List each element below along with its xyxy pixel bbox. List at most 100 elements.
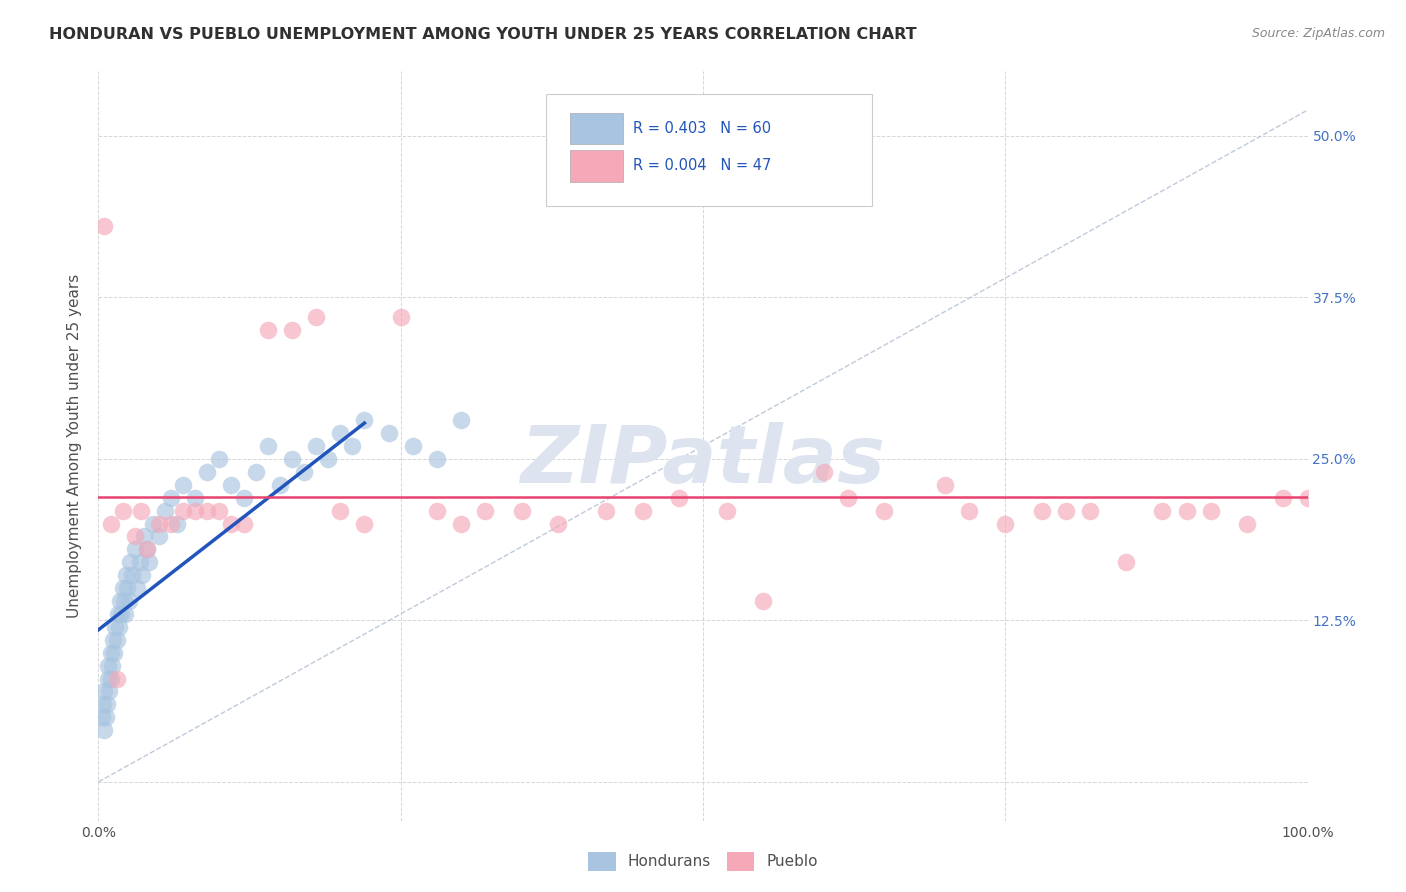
Point [281, 451, 304, 466]
Point [957, 503, 980, 517]
Point [377, 426, 399, 441]
Point [135, 542, 157, 557]
Point [135, 542, 157, 557]
Text: HONDURAN VS PUEBLO UNEMPLOYMENT AMONG YOUTH UNDER 25 YEARS CORRELATION CHART: HONDURAN VS PUEBLO UNEMPLOYMENT AMONG YO… [49, 27, 917, 42]
FancyBboxPatch shape [569, 150, 623, 181]
Point [208, 503, 231, 517]
Point [100, 646, 122, 660]
Point [256, 323, 278, 337]
Point [450, 413, 472, 427]
Point [100, 672, 122, 686]
Point [148, 516, 170, 531]
Point [221, 477, 243, 491]
Point [93, 219, 115, 234]
Point [329, 503, 352, 517]
Point [813, 465, 835, 479]
Point [118, 555, 141, 569]
Point [752, 594, 775, 608]
Point [195, 465, 218, 479]
Point [221, 516, 243, 531]
Point [934, 477, 956, 491]
Point [426, 451, 449, 466]
Point [104, 620, 127, 634]
Point [232, 491, 254, 505]
Point [105, 632, 128, 647]
Point [474, 503, 496, 517]
Point [1296, 491, 1319, 505]
Point [118, 594, 141, 608]
Point [97, 658, 120, 673]
Point [93, 684, 115, 698]
Point [1236, 516, 1258, 531]
Point [1031, 503, 1053, 517]
Y-axis label: Unemployment Among Youth under 25 years: Unemployment Among Youth under 25 years [67, 274, 83, 618]
Point [98, 684, 121, 698]
Point [305, 439, 328, 453]
Point [353, 413, 375, 427]
Point [195, 503, 218, 517]
Point [96, 698, 118, 712]
Point [426, 503, 449, 517]
Point [124, 542, 146, 557]
Point [269, 477, 291, 491]
Point [160, 491, 183, 505]
Point [131, 568, 153, 582]
Point [716, 503, 738, 517]
Point [208, 451, 231, 466]
Text: ZIPatlas: ZIPatlas [520, 422, 886, 500]
Point [112, 594, 135, 608]
Point [129, 503, 152, 517]
Point [1078, 503, 1101, 517]
Point [245, 465, 267, 479]
Point [353, 516, 375, 531]
Point [837, 491, 859, 505]
Point [510, 503, 533, 517]
Point [111, 503, 134, 517]
Point [256, 439, 278, 453]
Point [402, 439, 425, 453]
Point [631, 503, 654, 517]
Point [1115, 555, 1137, 569]
Point [873, 503, 896, 517]
Point [389, 310, 412, 324]
Point [103, 646, 125, 660]
Point [93, 723, 115, 738]
Point [97, 672, 120, 686]
Point [127, 581, 149, 595]
Point [184, 491, 207, 505]
Point [91, 710, 114, 724]
Point [316, 451, 339, 466]
Point [1054, 503, 1077, 517]
Point [160, 516, 183, 531]
Point [117, 581, 139, 595]
Point [105, 672, 128, 686]
Point [114, 607, 136, 621]
Point [153, 503, 176, 517]
Point [108, 620, 131, 634]
Point [110, 607, 132, 621]
FancyBboxPatch shape [546, 94, 872, 206]
Point [148, 529, 170, 543]
Text: Source: ZipAtlas.com: Source: ZipAtlas.com [1251, 27, 1385, 40]
Text: R = 0.403   N = 60: R = 0.403 N = 60 [633, 120, 770, 136]
Point [184, 503, 207, 517]
Point [128, 555, 150, 569]
Point [134, 529, 156, 543]
Point [124, 529, 146, 543]
Point [668, 491, 690, 505]
Point [329, 426, 352, 441]
Point [121, 568, 143, 582]
Point [111, 581, 134, 595]
Point [450, 516, 472, 531]
Point [1152, 503, 1174, 517]
Point [1272, 491, 1295, 505]
Point [292, 465, 315, 479]
Text: R = 0.004   N = 47: R = 0.004 N = 47 [633, 158, 772, 173]
Point [994, 516, 1017, 531]
Point [107, 607, 129, 621]
Point [108, 594, 131, 608]
Point [1199, 503, 1222, 517]
Point [595, 503, 617, 517]
Point [1175, 503, 1198, 517]
Point [101, 632, 124, 647]
